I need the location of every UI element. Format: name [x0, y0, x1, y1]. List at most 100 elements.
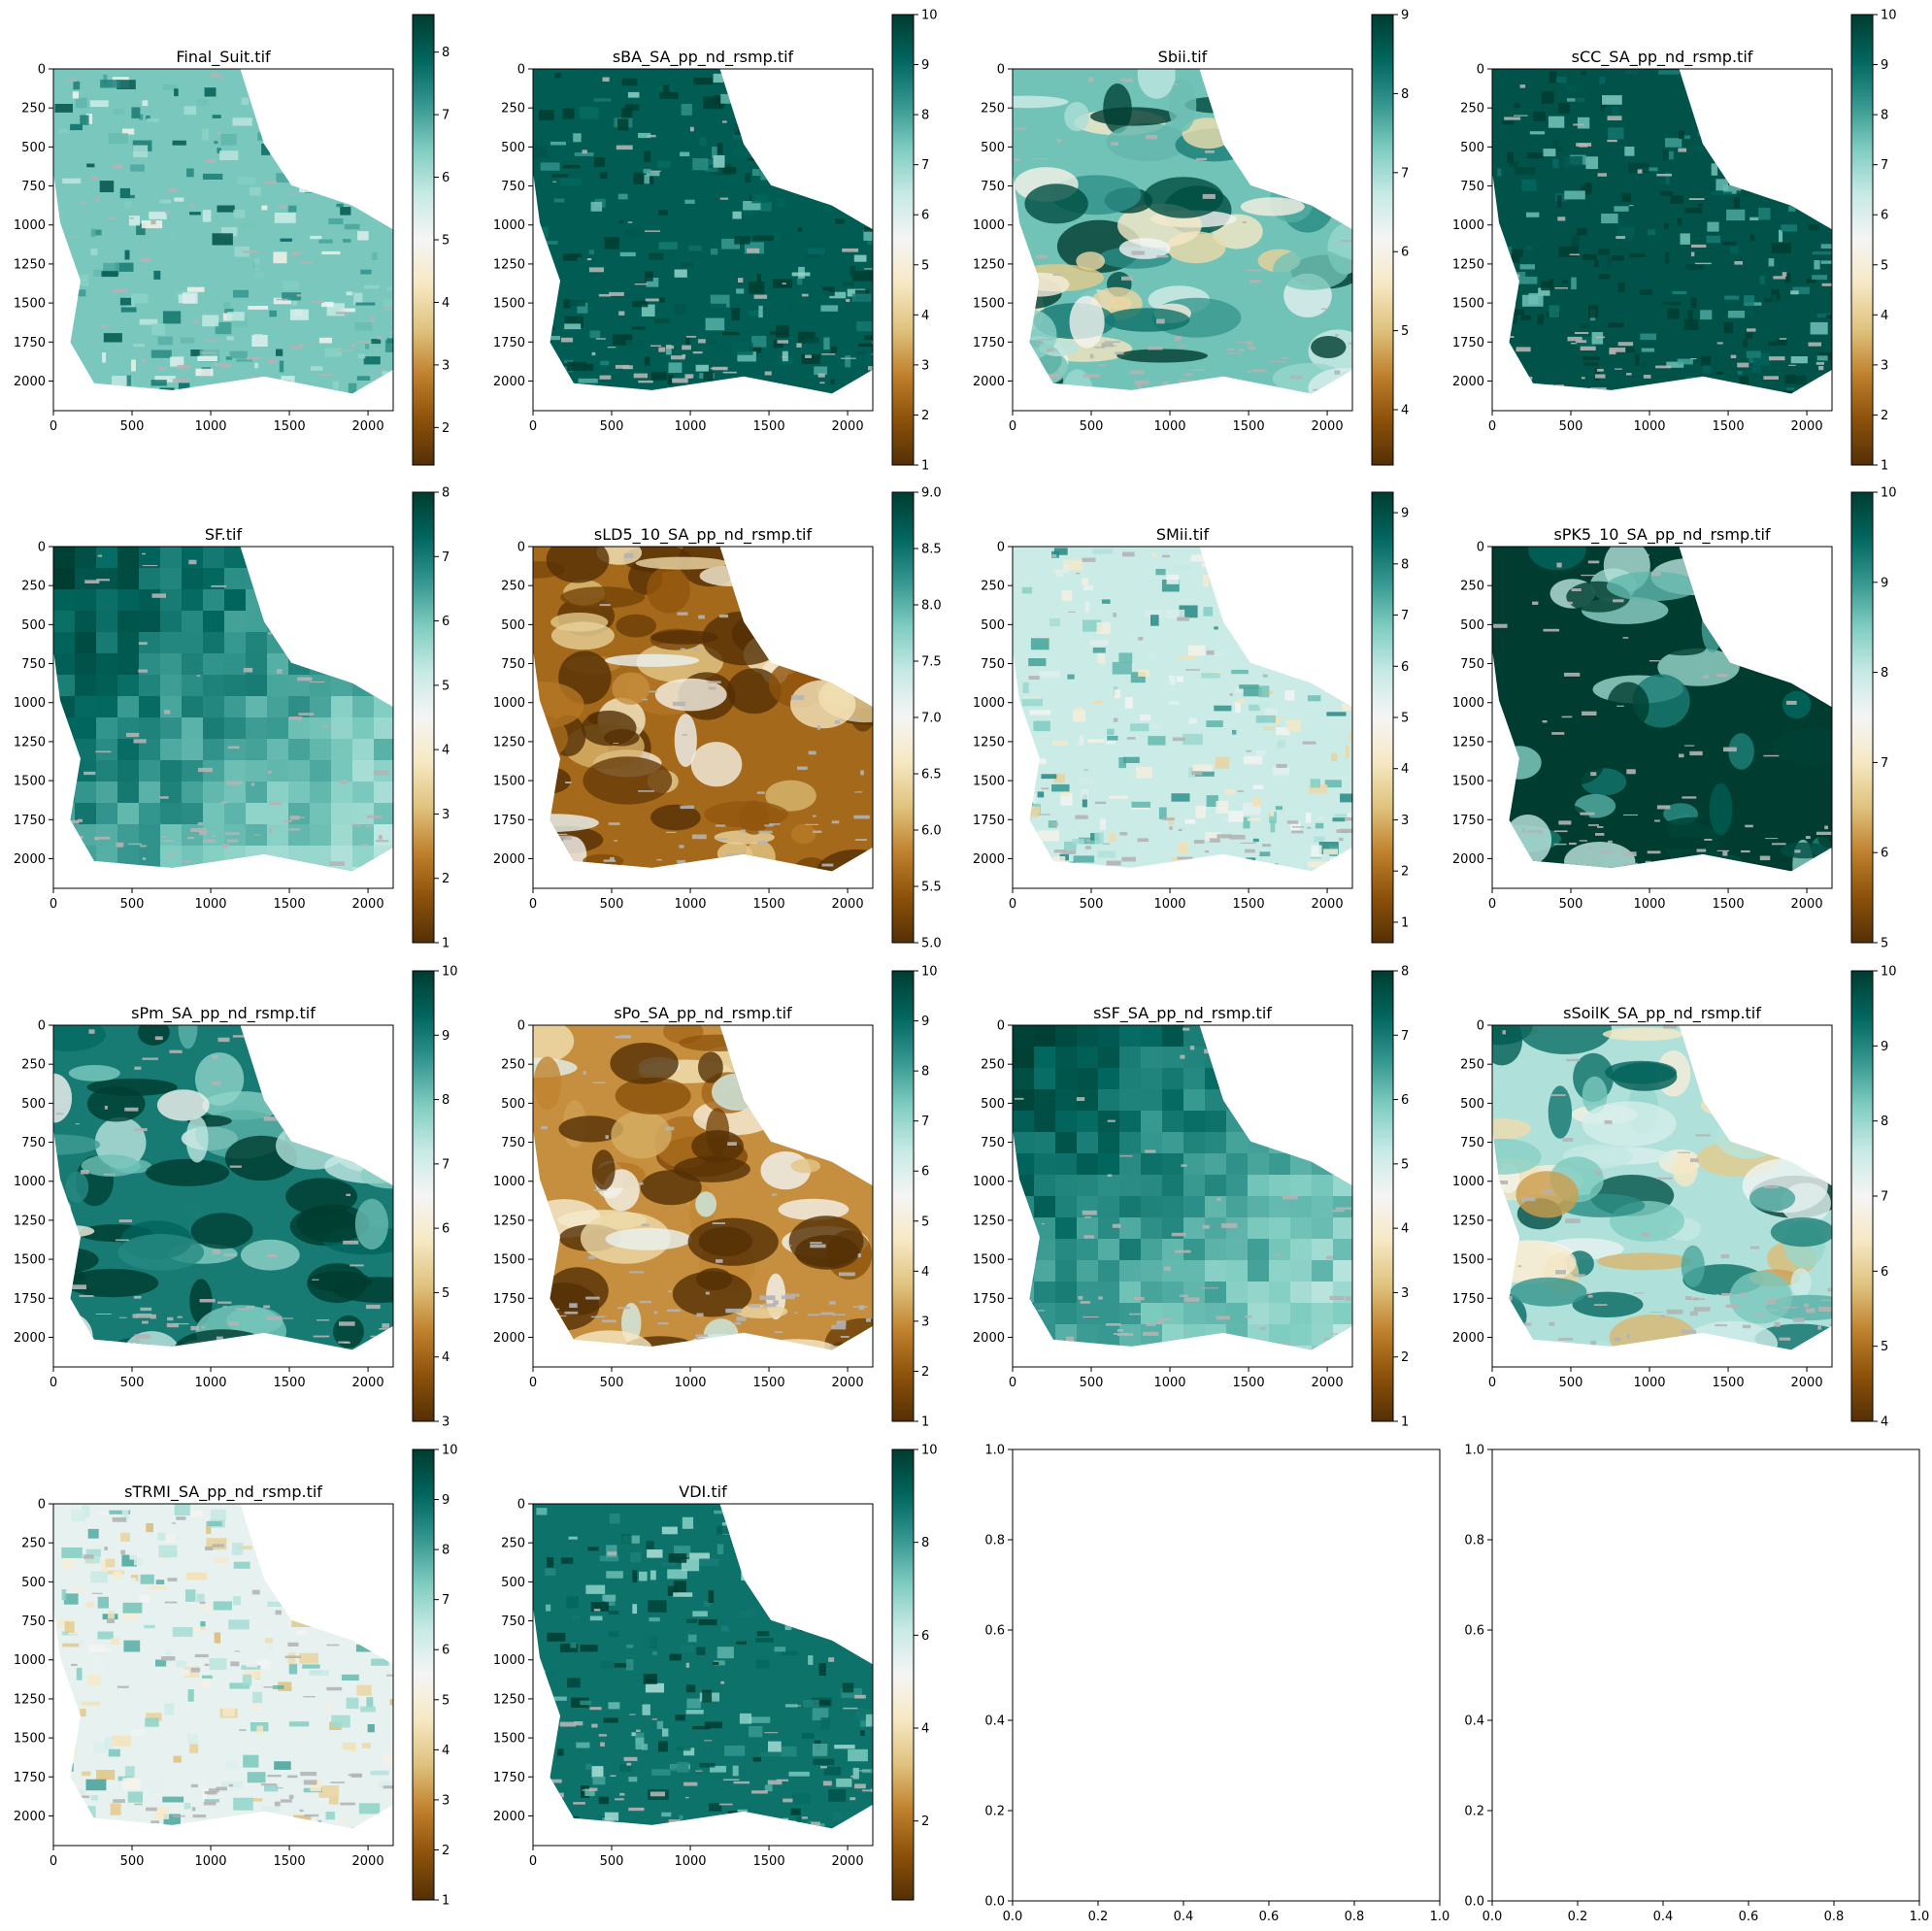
nodata-cell — [822, 401, 835, 404]
nodata-cell — [746, 1832, 761, 1833]
raster-zone — [650, 804, 701, 831]
nodata-cell — [133, 1296, 142, 1299]
nodata-cell — [1047, 348, 1054, 352]
raster-cell — [1789, 98, 1796, 109]
raster-cell — [772, 232, 780, 242]
y-tick-label: 750 — [501, 657, 525, 672]
raster-cell — [139, 568, 160, 589]
raster-cell — [1255, 715, 1276, 723]
raster-cell — [547, 1671, 554, 1680]
raster-cell — [863, 226, 873, 232]
raster-cell — [732, 211, 742, 219]
raster-cell — [1119, 1153, 1141, 1175]
raster-cell — [813, 221, 821, 227]
nodata-cell — [1221, 1337, 1229, 1341]
nodata-cell — [79, 835, 83, 839]
x-tick-label: 1500 — [274, 1854, 306, 1869]
raster-cell — [575, 1842, 584, 1851]
raster-cell — [203, 846, 224, 867]
raster-cell — [267, 760, 288, 782]
nodata-cell — [1584, 402, 1588, 407]
y-tick-label: 500 — [1460, 618, 1484, 633]
raster-cell — [675, 1715, 685, 1721]
raster-cell — [1505, 272, 1526, 280]
nodata-cell — [787, 1055, 799, 1060]
raster-cell — [252, 1798, 263, 1802]
y-tick-label: 250 — [501, 580, 525, 594]
raster-zone — [695, 1191, 716, 1217]
nodata-cell — [1180, 1294, 1188, 1297]
raster-cell — [1213, 650, 1226, 656]
nodata-cell — [288, 716, 303, 720]
axes-frame — [1491, 1024, 1833, 1368]
nodata-cell — [1741, 849, 1750, 853]
raster-cell — [1780, 135, 1795, 141]
raster-zone — [319, 1082, 340, 1096]
raster-cell — [280, 238, 292, 242]
raster-zone — [1582, 1101, 1677, 1147]
raster-cell — [374, 632, 393, 653]
raster-cell — [859, 1533, 873, 1547]
nodata-cell — [600, 394, 609, 396]
nodata-cell — [1769, 356, 1785, 361]
raster-cell — [648, 1600, 667, 1613]
nodata-cell — [1609, 348, 1626, 352]
nodata-cell — [138, 642, 148, 646]
nodata-cell — [1282, 356, 1289, 359]
nodata-cell — [112, 1842, 122, 1844]
raster-cell — [720, 93, 737, 104]
x-tick-label: 0 — [1488, 897, 1496, 912]
x-tick-label: 1000 — [1633, 419, 1665, 434]
nodata-cell — [1643, 553, 1649, 556]
nodata-cell — [1792, 1317, 1805, 1322]
raster-cell — [1681, 135, 1690, 139]
raster-cell — [1034, 671, 1040, 675]
raster-cell — [371, 1658, 389, 1666]
raster-cell — [1130, 723, 1149, 732]
nodata-cell — [142, 358, 147, 362]
raster-cell — [1061, 590, 1073, 601]
raster-cell — [1145, 610, 1163, 617]
nodata-cell — [1567, 336, 1582, 342]
raster-cell — [175, 290, 187, 298]
nodata-cell — [1206, 649, 1215, 655]
raster-cell — [1495, 272, 1511, 278]
raster-cell — [1511, 245, 1517, 253]
raster-cell — [1312, 1089, 1333, 1111]
nodata-cell — [1689, 1311, 1698, 1316]
raster-cell — [374, 739, 393, 760]
nodata-cell — [150, 219, 156, 225]
raster-zone — [1780, 842, 1829, 859]
raster-cell — [360, 269, 372, 275]
raster-cell — [246, 846, 267, 867]
nodata-cell — [671, 355, 685, 360]
colorbar — [891, 970, 915, 1422]
raster-cell — [749, 1553, 765, 1560]
nodata-cell — [155, 1833, 162, 1836]
raster-cell — [267, 547, 288, 568]
nodata-cell — [1755, 1314, 1765, 1316]
nodata-cell — [656, 858, 662, 861]
raster-cell — [818, 1663, 826, 1676]
raster-cell — [712, 147, 717, 158]
raster-cell — [835, 120, 852, 132]
nodata-cell — [1662, 868, 1669, 872]
raster-cell — [643, 1679, 657, 1684]
raster-cell — [1749, 216, 1759, 220]
raster-zone — [712, 1073, 763, 1111]
colorbar-tick-label: 4 — [1401, 1222, 1409, 1237]
raster-image — [1013, 547, 1352, 872]
raster-cell — [291, 1615, 313, 1627]
nodata-cell — [372, 166, 388, 169]
raster-zone — [81, 1154, 141, 1177]
nodata-cell — [1737, 362, 1749, 368]
raster-cell — [618, 219, 624, 224]
raster-cell — [1248, 1217, 1269, 1239]
raster-zone — [533, 1025, 575, 1065]
raster-cell — [1628, 253, 1646, 257]
raster-zone — [1504, 815, 1552, 866]
raster-cell — [160, 547, 182, 568]
raster-cell — [151, 323, 166, 336]
y-tick-label: 1500 — [493, 1253, 525, 1268]
raster-cell — [1094, 832, 1104, 845]
